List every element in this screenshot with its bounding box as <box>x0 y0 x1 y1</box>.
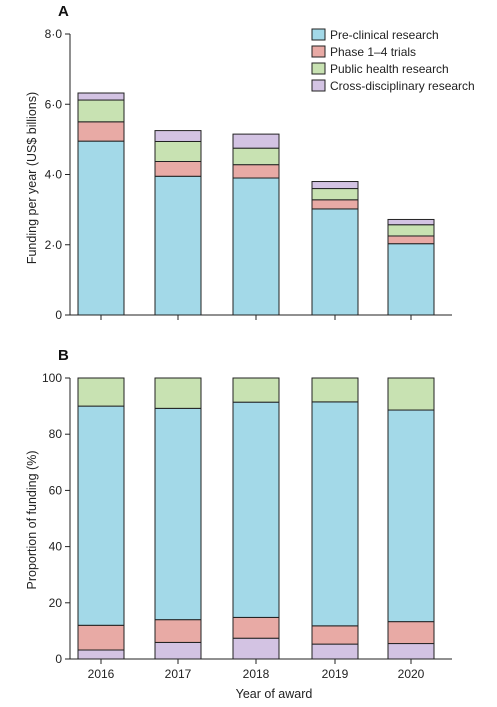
panel-b-bar-public-health-research-2016 <box>77 377 125 407</box>
panel-a-bar-public-health-research-2017 <box>154 140 202 163</box>
panel-b-bar-public-health-research-2019 <box>311 377 359 403</box>
legend-swatch-pre-clinical-research <box>311 28 326 41</box>
panel-b-bar-public-health-research-2018 <box>232 377 280 403</box>
panel-a-y-tick-label: 2·0 <box>45 238 63 252</box>
panel-a-bar-public-health-research-2016 <box>77 99 125 123</box>
panel-a-letter: A <box>58 3 69 20</box>
panel-b-bar-cross-disciplinary-research-2019 <box>311 643 359 660</box>
panel-b-x-tick-label-2019: 2019 <box>322 667 349 681</box>
panel-b-letter: B <box>58 347 69 364</box>
panel-b-x-tick-label-2018: 2018 <box>243 667 270 681</box>
panel-b-bar-pre-clinical-research-2016 <box>77 405 125 626</box>
panel-b-x-tick-label-2016: 2016 <box>88 667 115 681</box>
panel-a-bar-pre-clinical-research-2017 <box>154 175 202 316</box>
panel-a-bar-cross-disciplinary-research-2016 <box>77 92 125 101</box>
panel-b-y-tick-label: 80 <box>49 427 63 441</box>
panel-b-bar-pre-clinical-research-2018 <box>232 401 280 618</box>
panel-b-x-tick-label-2020: 2020 <box>398 667 425 681</box>
panel-a-bar-phase-1-4-trials-2018 <box>232 164 280 179</box>
panel-a-y-axis-title: Funding per year (US$ billions) <box>25 92 39 264</box>
panel-a-y-tick-label: 6·0 <box>45 97 63 111</box>
legend-label-public-health-research: Public health research <box>330 62 449 76</box>
panel-b-plot: 0 20 40 60 80 100 2016 2017 2018 2019 2020 <box>42 371 452 681</box>
panel-b-bar-cross-disciplinary-research-2017 <box>154 641 202 660</box>
panel-a-bar-pre-clinical-research-2019 <box>311 208 359 316</box>
panel-b-bar-pre-clinical-research-2019 <box>311 401 359 627</box>
panel-b-bar-pre-clinical-research-2020 <box>387 409 435 623</box>
panel-a-plot: 0 2·0 4·0 6·0 8·0 <box>45 27 452 322</box>
panel-b-bar-phase-1-4-trials-2020 <box>387 621 435 645</box>
panel-a-bar-phase-1-4-trials-2020 <box>387 235 435 245</box>
panel-b-x-axis-title: Year of award <box>236 687 313 701</box>
panel-a-bar-public-health-research-2018 <box>232 147 280 166</box>
legend-swatch-public-health-research <box>311 62 326 75</box>
panel-b-bar-cross-disciplinary-research-2018 <box>232 637 280 660</box>
panel-b-bar-public-health-research-2020 <box>387 377 435 411</box>
legend-label-pre-clinical-research: Pre-clinical research <box>330 28 439 42</box>
panel-a-y-tick-label: 0 <box>55 308 62 322</box>
panel-b-bar-phase-1-4-trials-2018 <box>232 616 280 639</box>
panel-a-bar-public-health-research-2020 <box>387 224 435 237</box>
panel-b-bar-phase-1-4-trials-2016 <box>77 624 125 651</box>
panel-a-bar-public-health-research-2019 <box>311 188 359 201</box>
panel-a-y-tick-label: 8·0 <box>45 27 63 41</box>
panel-b-bar-cross-disciplinary-research-2016 <box>77 649 125 660</box>
panel-b-y-axis-title: Proportion of funding (%) <box>25 451 39 590</box>
panel-a-bar-cross-disciplinary-research-2017 <box>154 130 202 142</box>
panel-b-y-tick-label: 100 <box>42 371 62 385</box>
panel-a-bar-cross-disciplinary-research-2018 <box>232 133 280 149</box>
panel-a-bar-phase-1-4-trials-2019 <box>311 199 359 210</box>
panel-a-bar-pre-clinical-research-2018 <box>232 177 280 316</box>
panel-a-bar-pre-clinical-research-2020 <box>387 243 435 316</box>
panel-a-bar-cross-disciplinary-research-2019 <box>311 181 359 190</box>
panel-b-y-tick-label: 20 <box>49 596 63 610</box>
panel-b-bar-phase-1-4-trials-2017 <box>154 619 202 643</box>
panel-b-bar-pre-clinical-research-2017 <box>154 407 202 621</box>
panel-a-y-tick-label: 4·0 <box>45 168 63 182</box>
panel-a-bar-phase-1-4-trials-2017 <box>154 161 202 177</box>
panel-a-legend: Pre-clinical research Phase 1–4 trials Pub… <box>311 28 475 93</box>
panel-b-bar-phase-1-4-trials-2019 <box>311 625 359 645</box>
legend-label-phase-1-4-trials: Phase 1–4 trials <box>330 45 416 59</box>
panel-a-bar-pre-clinical-research-2016 <box>77 140 125 316</box>
legend-label-cross-disciplinary-research: Cross-disciplinary research <box>330 79 475 93</box>
panel-a-bar-phase-1-4-trials-2016 <box>77 121 125 142</box>
legend-swatch-phase-1-4-trials <box>311 45 326 58</box>
panel-b-bar-cross-disciplinary-research-2020 <box>387 643 435 660</box>
legend-swatch-cross-disciplinary-research <box>311 79 326 92</box>
panel-b-y-tick-label: 40 <box>49 540 63 554</box>
panel-b-y-tick-label: 60 <box>49 483 63 497</box>
panel-b-bar-public-health-research-2017 <box>154 377 202 409</box>
panel-b-y-tick-label: 0 <box>55 652 62 666</box>
panel-b-x-tick-label-2017: 2017 <box>165 667 192 681</box>
panel-a-bar-cross-disciplinary-research-2020 <box>387 218 435 226</box>
